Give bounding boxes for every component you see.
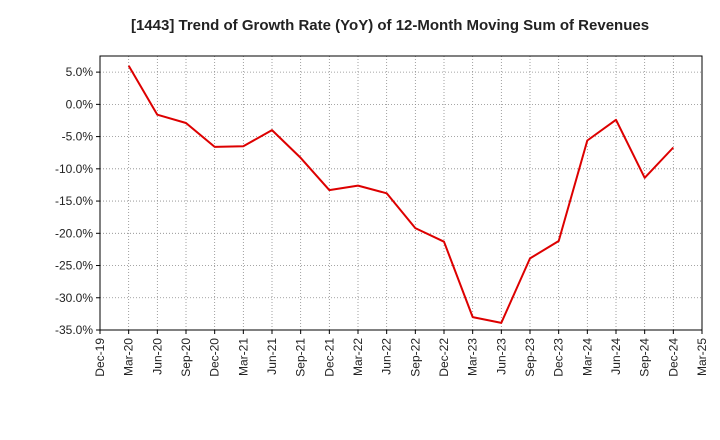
x-tick-label: Sep-22: [408, 338, 422, 377]
y-tick-label: -20.0%: [55, 226, 93, 240]
y-tick-label: 5.0%: [66, 65, 94, 79]
x-tick-label: Dec-23: [552, 338, 566, 377]
x-tick-label: Jun-22: [380, 338, 394, 375]
x-tick-label: Mar-23: [466, 338, 480, 376]
x-tick-label: Dec-21: [322, 338, 336, 377]
plot-area-frame: [99, 55, 703, 331]
x-tick-label: Mar-22: [351, 338, 365, 376]
x-tick-label: Dec-24: [666, 338, 680, 377]
y-tick-label: -30.0%: [55, 291, 93, 305]
chart-title: [1443] Trend of Growth Rate (YoY) of 12-…: [131, 17, 649, 34]
x-tick-label: Dec-19: [93, 338, 107, 377]
x-axis: Dec-19 Mar-20 Jun-20 Sep-20 Dec-20 Mar-21 Jun-…: [93, 330, 709, 377]
x-tick-label: Sep-20: [179, 338, 193, 377]
x-tick-label: Jun-21: [265, 338, 279, 375]
x-tick-label: Dec-22: [437, 338, 451, 377]
y-axis: 5.0% 0.0% -5.0% -10.0% -15.0% -20.0% -25.0% -30…: [55, 65, 100, 337]
series-line: [127, 65, 675, 324]
y-tick-label: -5.0%: [62, 130, 94, 144]
y-tick-label: -25.0%: [55, 259, 93, 273]
y-tick-label: -35.0%: [55, 323, 93, 337]
x-tick-label: Mar-20: [122, 338, 136, 376]
x-tick-label: Mar-24: [580, 338, 594, 376]
x-tick-label: Jun-20: [150, 338, 164, 375]
x-tick-label: Dec-20: [208, 338, 222, 377]
x-tick-label: Sep-21: [294, 338, 308, 377]
grid-lines: [99, 56, 703, 331]
y-tick-label: -10.0%: [55, 162, 93, 176]
x-tick-label: Sep-24: [638, 338, 652, 377]
x-tick-label: Mar-25: [695, 338, 709, 376]
x-tick-label: Mar-21: [236, 338, 250, 376]
x-tick-label: Sep-23: [523, 338, 537, 377]
x-tick-label: Jun-24: [609, 338, 623, 375]
y-tick-label: 0.0%: [66, 97, 94, 111]
series-layer: [127, 65, 675, 324]
y-tick-label: -15.0%: [55, 194, 93, 208]
x-tick-label: Jun-23: [494, 338, 508, 375]
